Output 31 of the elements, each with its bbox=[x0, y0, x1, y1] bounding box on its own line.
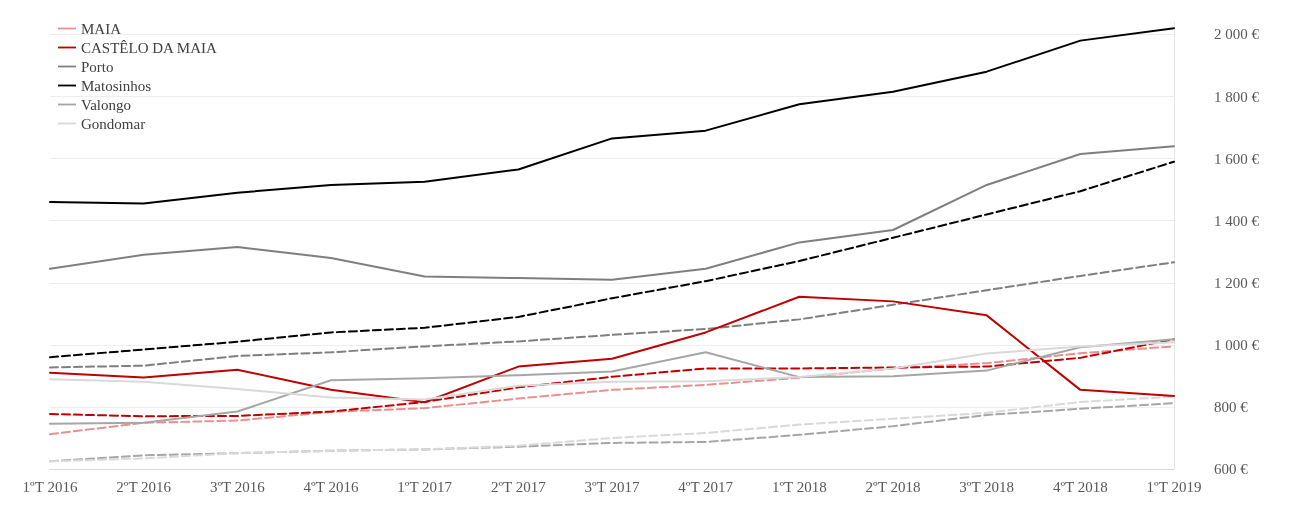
legend-label: Porto bbox=[81, 58, 114, 75]
x-tick-label: 2ºT 2017 bbox=[490, 478, 547, 495]
x-tick-label: 4ºT 2016 bbox=[303, 478, 359, 495]
x-tick-label: 4ºT 2017 bbox=[678, 478, 734, 495]
y-tick-label: 2 000 € bbox=[1214, 26, 1260, 43]
y-tick-label: 1 800 € bbox=[1214, 88, 1260, 105]
x-tick-label: 1ºT 2017 bbox=[397, 478, 453, 495]
x-tick-label: 3ºT 2017 bbox=[584, 478, 640, 495]
y-tick-label: 1 600 € bbox=[1214, 150, 1260, 167]
x-tick-label: 3ºT 2016 bbox=[209, 478, 266, 495]
line-series bbox=[49, 341, 1175, 401]
legend-label: CASTÊLO DA MAIA bbox=[81, 39, 217, 56]
legend-label: Matosinhos bbox=[81, 77, 152, 94]
x-tick-label: 1ºT 2016 bbox=[22, 478, 78, 495]
y-tick-label: 800 € bbox=[1214, 398, 1249, 415]
line-series bbox=[49, 261, 1175, 369]
line-series bbox=[49, 160, 1175, 359]
legend-label: Gondomar bbox=[81, 115, 146, 132]
y-tick-label: 1 200 € bbox=[1214, 274, 1260, 291]
x-tick-label: 2ºT 2016 bbox=[116, 478, 172, 495]
legend-label: Valongo bbox=[81, 96, 131, 113]
y-tick-label: 1 400 € bbox=[1214, 212, 1260, 229]
y-tick-label: 600 € bbox=[1214, 461, 1249, 477]
line-series bbox=[49, 145, 1175, 281]
x-tick-label: 1ºT 2018 bbox=[771, 478, 827, 495]
x-tick-label: 4ºT 2018 bbox=[1052, 478, 1108, 495]
y-tick-label: 1 000 € bbox=[1214, 336, 1260, 353]
x-tick-label: 1ºT 2019 bbox=[1146, 478, 1202, 495]
x-tick-label: 2ºT 2018 bbox=[865, 478, 921, 495]
x-tick-label: 3ºT 2018 bbox=[959, 478, 1015, 495]
legend-label: MAIA bbox=[81, 20, 122, 37]
